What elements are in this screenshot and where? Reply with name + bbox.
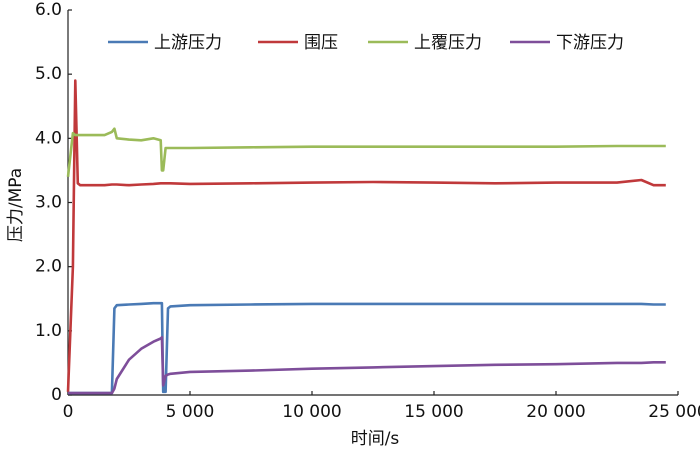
x-axis-title: 时间/s bbox=[351, 429, 400, 449]
y-tick-label: 0 bbox=[51, 385, 62, 405]
y-tick-label: 4.0 bbox=[35, 128, 62, 148]
y-tick-label: 5.0 bbox=[35, 64, 62, 84]
y-tick-label: 1.0 bbox=[35, 321, 62, 341]
y-tick-label: 3.0 bbox=[35, 193, 62, 213]
legend-label: 围压 bbox=[304, 33, 338, 53]
y-tick-label: 6.0 bbox=[35, 0, 62, 20]
x-tick-label: 10 000 bbox=[282, 402, 341, 422]
x-tick-label: 5 000 bbox=[166, 402, 215, 422]
y-tick-label: 2.0 bbox=[35, 257, 62, 277]
x-tick-label: 25 000 bbox=[648, 402, 700, 422]
legend-label: 下游压力 bbox=[556, 33, 624, 53]
x-tick-label: 0 bbox=[63, 402, 74, 422]
legend-label: 上覆压力 bbox=[414, 33, 482, 53]
series-line bbox=[68, 336, 666, 395]
x-tick-label: 20 000 bbox=[526, 402, 585, 422]
legend-label: 上游压力 bbox=[154, 33, 222, 53]
x-tick-label: 15 000 bbox=[404, 402, 463, 422]
series-line bbox=[66, 79, 666, 392]
series-line bbox=[66, 127, 666, 177]
y-axis-title: 压力/MPa bbox=[6, 168, 26, 242]
series-line bbox=[68, 301, 666, 395]
